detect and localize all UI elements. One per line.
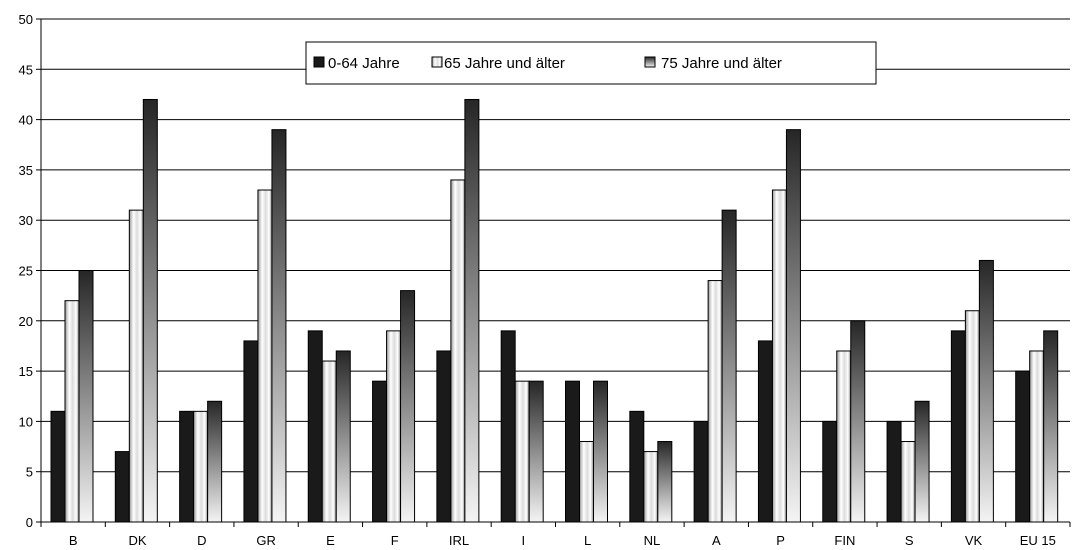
y-tick-label: 50 xyxy=(19,12,33,27)
x-tick-label: A xyxy=(712,533,721,548)
bar-65-plus xyxy=(386,330,402,523)
bar-75-plus xyxy=(400,290,416,523)
legend-swatch-0-64 xyxy=(313,56,325,68)
bar-65-plus xyxy=(321,360,337,523)
bar-75-plus xyxy=(271,129,287,523)
bar-0-64 xyxy=(1015,370,1031,523)
legend-swatch-75 xyxy=(644,56,656,68)
bar-75-plus xyxy=(335,350,351,523)
bar-0-64 xyxy=(886,420,902,523)
bar-65-plus xyxy=(900,441,916,523)
bar-0-64 xyxy=(757,340,773,523)
y-tick-label: 30 xyxy=(19,213,33,228)
bar-65-plus xyxy=(707,280,723,523)
bar-0-64 xyxy=(436,350,452,523)
y-tick-label: 20 xyxy=(19,314,33,329)
y-tick-label: 35 xyxy=(19,163,33,178)
x-tick-label: D xyxy=(197,533,206,548)
x-axis: B DK D GR E F IRL I L NL A P FIN S VK EU 15 xyxy=(40,521,1071,548)
bar-65-plus xyxy=(771,189,787,523)
bar-0-64 xyxy=(822,420,838,523)
x-tick-label: E xyxy=(326,533,335,548)
bar-75-plus xyxy=(850,320,866,523)
bar-65-plus xyxy=(514,380,530,523)
x-tick-label: DK xyxy=(128,533,146,548)
bar-0-64 xyxy=(693,420,709,523)
bar-0-64 xyxy=(629,410,645,523)
bar-65-plus xyxy=(450,179,466,523)
legend: 0-64 Jahre 65 Jahre und älter 75 Jahre u… xyxy=(305,41,877,85)
bar-75-plus xyxy=(78,270,94,523)
bar-75-plus xyxy=(978,259,994,523)
bar-65-plus xyxy=(579,441,594,523)
y-tick-label: 25 xyxy=(19,264,33,279)
y-tick-label: 0 xyxy=(26,515,33,530)
x-tick-label: EU 15 xyxy=(1020,533,1056,548)
x-tick-label: L xyxy=(584,533,591,548)
x-tick-label: IRL xyxy=(449,533,469,548)
bar-0-64 xyxy=(179,410,195,523)
y-tick-label: 45 xyxy=(19,62,33,77)
bar-75-plus xyxy=(142,98,158,523)
bar-75-plus xyxy=(914,400,930,523)
y-tick-label: 15 xyxy=(19,364,33,379)
bar-75-plus xyxy=(1043,330,1059,523)
x-tick-label: B xyxy=(69,533,78,548)
x-tick-label: I xyxy=(522,533,526,548)
bar-65-plus xyxy=(128,209,144,523)
bar-65-plus xyxy=(836,350,852,523)
x-tick-label: GR xyxy=(256,533,276,548)
bar-0-64 xyxy=(500,330,516,523)
bar-0-64 xyxy=(565,380,580,523)
bar-0-64 xyxy=(307,330,323,523)
y-tick-label: 10 xyxy=(19,414,33,429)
bar-0-64 xyxy=(243,340,259,523)
bar-65-plus xyxy=(1029,350,1045,523)
bar-65-plus xyxy=(257,189,273,523)
x-tick-label: FIN xyxy=(834,533,855,548)
bar-0-64 xyxy=(50,410,66,523)
bar-0-64 xyxy=(372,380,388,523)
bar-75-plus xyxy=(464,98,480,523)
y-tick-label: 5 xyxy=(26,465,33,480)
bar-75-plus xyxy=(593,380,608,523)
y-tick-label: 40 xyxy=(19,113,33,128)
bars xyxy=(50,98,1059,523)
bar-65-plus xyxy=(964,310,980,523)
x-tick-label: NL xyxy=(644,533,661,548)
x-tick-label: F xyxy=(391,533,399,548)
legend-swatch-65 xyxy=(431,56,443,68)
bar-65-plus xyxy=(64,300,80,523)
bar-75-plus xyxy=(528,380,544,523)
legend-label-75: 75 Jahre und älter xyxy=(661,55,782,72)
legend-label-0-64: 0-64 Jahre xyxy=(328,55,400,72)
bar-75-plus xyxy=(657,441,673,523)
x-tick-label: P xyxy=(776,533,785,548)
bar-75-plus xyxy=(207,400,223,523)
x-tick-label: S xyxy=(905,533,914,548)
bar-0-64 xyxy=(950,330,966,523)
legend-label-65: 65 Jahre und älter xyxy=(444,55,565,72)
bar-65-plus xyxy=(643,451,659,523)
x-tick-label: VK xyxy=(965,533,983,548)
bar-75-plus xyxy=(721,209,737,523)
bar-65-plus xyxy=(193,410,209,523)
bar-75-plus xyxy=(785,129,801,523)
bar-0-64 xyxy=(114,451,130,523)
y-axis: 0 5 10 15 20 25 30 35 40 45 50 xyxy=(19,12,42,530)
legend-box xyxy=(305,41,877,85)
